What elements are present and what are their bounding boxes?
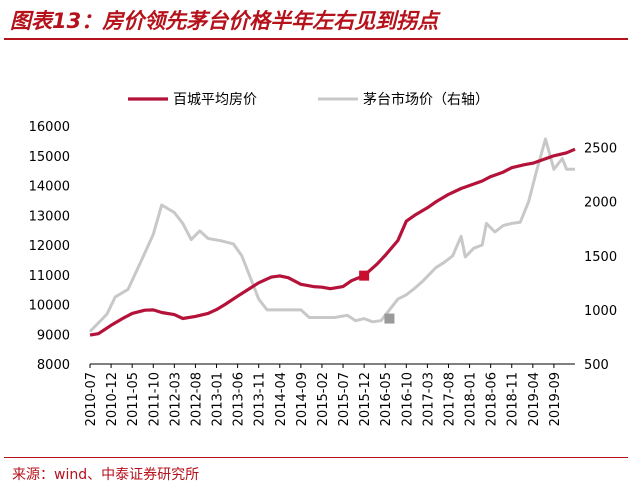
- y-right-tick-label: 1500: [584, 250, 617, 265]
- x-tick-label: 2018-01: [464, 372, 479, 426]
- y-left-tick-label: 9000: [37, 328, 70, 343]
- x-tick-label: 2013-06: [232, 372, 247, 426]
- y-left-tick-label: 15000: [29, 150, 70, 165]
- y-left-tick-label: 12000: [29, 239, 70, 254]
- y-right-tick-label: 500: [584, 358, 609, 373]
- y-left-tick-label: 10000: [29, 299, 70, 314]
- legend-label-moutai: 茅台市场价（右轴）: [363, 91, 489, 108]
- x-tick-label: 2011-05: [126, 372, 141, 426]
- x-tick-label: 2019-09: [548, 372, 563, 426]
- legend-label-house: 百城平均房价: [173, 92, 257, 108]
- moutai-price-marker: [384, 313, 395, 324]
- y-left-tick-label: 16000: [29, 120, 70, 135]
- title-divider: [4, 38, 628, 40]
- house-price-line: [89, 147, 576, 337]
- source-divider: [4, 457, 628, 458]
- source-note: 来源：wind、中泰证券研究所: [12, 467, 200, 483]
- y-right-tick-label: 2500: [584, 142, 617, 157]
- y-right-tick-label: 1000: [584, 304, 617, 319]
- x-tick-label: 2010-07: [84, 372, 99, 426]
- x-tick-label: 2014-04: [274, 372, 289, 426]
- x-tick-label: 2011-10: [147, 372, 162, 426]
- moutai-price-line: [88, 137, 575, 333]
- y-left-tick-label: 8000: [37, 358, 70, 373]
- x-tick-label: 2015-12: [358, 372, 373, 426]
- y-left-tick-label: 13000: [29, 209, 70, 224]
- x-tick-label: 2017-03: [421, 372, 436, 426]
- x-tick-label: 2014-09: [295, 372, 310, 426]
- x-tick-label: 2016-05: [379, 372, 394, 426]
- x-tick-label: 2017-08: [442, 372, 457, 426]
- x-tick-label: 2016-10: [400, 372, 415, 426]
- y-left-tick-label: 11000: [29, 269, 70, 284]
- y-left-tick-label: 14000: [29, 180, 70, 195]
- line-chart: 8000 9000 10000 11000 12000 13000 14000 15000 16…: [29, 91, 617, 426]
- x-tick-label: 2015-02: [316, 372, 331, 426]
- x-tick-label: 2012-08: [189, 372, 204, 426]
- y-right-tick-label: 2000: [584, 196, 617, 211]
- x-tick-label: 2013-01: [211, 372, 226, 426]
- x-tick-label: 2010-12: [105, 372, 120, 426]
- x-tick-label: 2018-11: [506, 372, 521, 426]
- x-tick-label: 2019-04: [527, 372, 542, 426]
- house-price-marker: [359, 270, 370, 281]
- figure-title: 图表13：房价领先茅台价格半年左右见到拐点: [10, 9, 439, 33]
- x-tick-label: 2013-11: [253, 372, 268, 426]
- x-tick-label: 2012-03: [168, 372, 183, 426]
- x-tick-label: 2018-06: [485, 372, 500, 426]
- x-tick-label: 2015-07: [337, 372, 352, 426]
